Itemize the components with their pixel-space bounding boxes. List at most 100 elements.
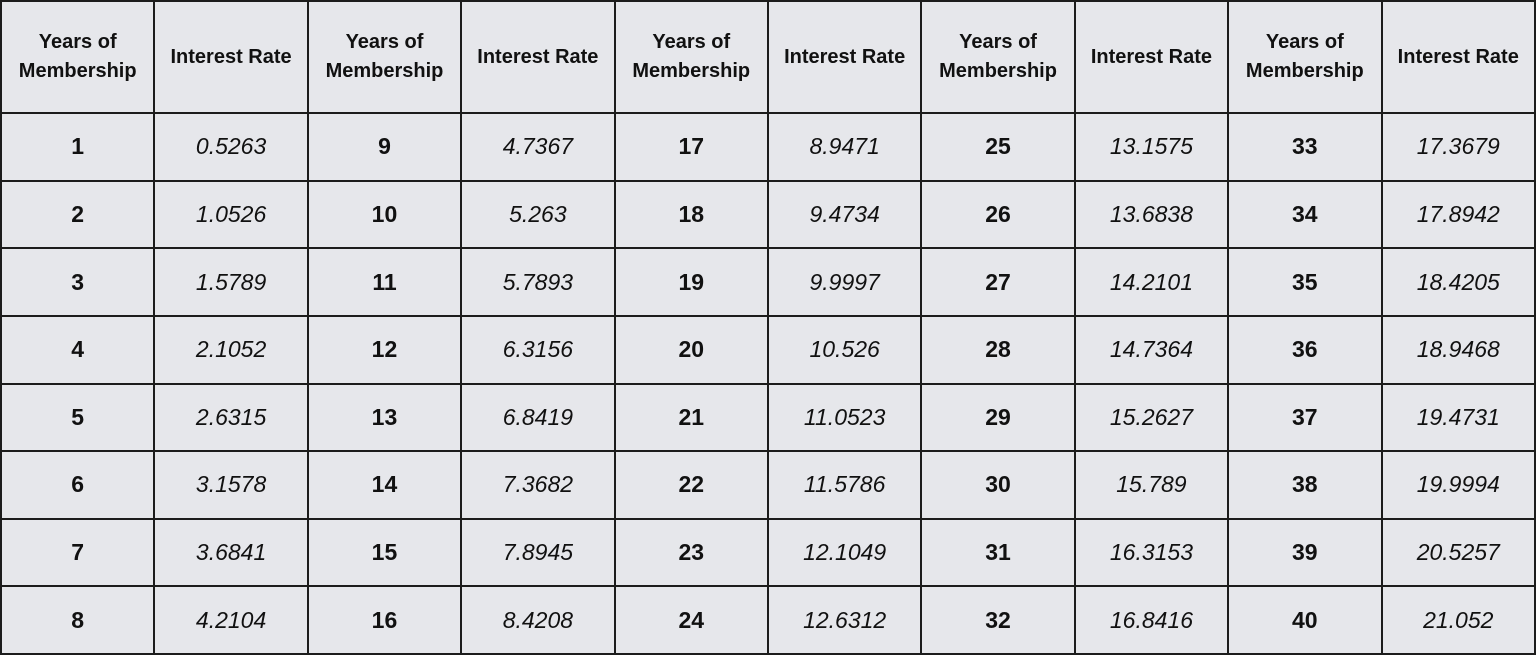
years-cell: 25 [920, 112, 1076, 182]
rate-cell: 15.2627 [1073, 382, 1230, 453]
years-cell: 33 [1227, 112, 1383, 182]
years-cell: 36 [1227, 314, 1383, 385]
years-cell: 39 [1227, 517, 1383, 588]
rate-cell: 15.789 [1073, 450, 1230, 520]
rate-cell: 11.5786 [766, 450, 923, 520]
rate-cell: 14.7364 [1073, 314, 1230, 385]
years-cell: 11 [306, 247, 463, 317]
table-row: 7 3.6841 15 7.8945 23 12.1049 31 16.3153 39 20.52… [0, 517, 1536, 588]
table-row: 3 1.5789 11 5.7893 19 9.9997 27 14.2101 35 18.420… [0, 247, 1536, 317]
years-cell: 9 [306, 112, 463, 182]
header-cell: Years of Membership [920, 0, 1076, 114]
table-row: 5 2.6315 13 6.8419 21 11.0523 29 15.2627 37 19.47… [0, 382, 1536, 453]
rate-cell: 9.4734 [766, 179, 923, 250]
years-cell: 2 [0, 179, 156, 250]
years-cell: 17 [613, 112, 769, 182]
table-body: 1 0.5263 9 4.7367 17 8.9471 25 13.1575 33 17.3679… [0, 112, 1536, 655]
years-cell: 22 [613, 450, 769, 520]
rate-cell: 7.3682 [460, 450, 616, 520]
table-row: 8 4.2104 16 8.4208 24 12.6312 32 16.8416 40 21.05… [0, 585, 1536, 655]
header-row: Years of Membership Interest Rate Years of… [0, 0, 1536, 114]
rate-cell: 0.5263 [153, 112, 309, 182]
rate-cell: 20.5257 [1380, 517, 1536, 588]
years-cell: 32 [920, 585, 1076, 655]
years-cell: 12 [306, 314, 463, 385]
years-cell: 26 [920, 179, 1076, 250]
years-cell: 24 [613, 585, 769, 655]
years-cell: 5 [0, 382, 156, 453]
years-cell: 30 [920, 450, 1076, 520]
header-cell: Years of Membership [0, 0, 156, 114]
rate-cell: 17.3679 [1380, 112, 1536, 182]
rate-cell: 3.1578 [153, 450, 309, 520]
rate-cell: 17.8942 [1380, 179, 1536, 250]
header-cell: Interest Rate [460, 0, 616, 114]
rate-cell: 16.8416 [1073, 585, 1230, 655]
years-cell: 27 [920, 247, 1076, 317]
rate-cell: 19.4731 [1380, 382, 1536, 453]
years-cell: 15 [306, 517, 463, 588]
table-row: 6 3.1578 14 7.3682 22 11.5786 30 15.789 38 19.999… [0, 450, 1536, 520]
years-cell: 29 [920, 382, 1076, 453]
header-cell: Interest Rate [1073, 0, 1230, 114]
table-row: 2 1.0526 10 5.263 18 9.4734 26 13.6838 34 17.8942 [0, 179, 1536, 250]
years-cell: 37 [1227, 382, 1383, 453]
years-cell: 13 [306, 382, 463, 453]
rate-cell: 18.4205 [1380, 247, 1536, 317]
header-cell: Interest Rate [766, 0, 923, 114]
rate-cell: 13.1575 [1073, 112, 1230, 182]
years-cell: 31 [920, 517, 1076, 588]
rate-cell: 2.6315 [153, 382, 309, 453]
rate-cell: 4.7367 [460, 112, 616, 182]
years-cell: 4 [0, 314, 156, 385]
years-cell: 18 [613, 179, 769, 250]
header-cell: Years of Membership [306, 0, 463, 114]
rate-cell: 5.7893 [460, 247, 616, 317]
years-cell: 28 [920, 314, 1076, 385]
rate-cell: 2.1052 [153, 314, 309, 385]
years-cell: 16 [306, 585, 463, 655]
header-cell: Years of Membership [613, 0, 769, 114]
years-cell: 10 [306, 179, 463, 250]
rate-cell: 11.0523 [766, 382, 923, 453]
years-cell: 35 [1227, 247, 1383, 317]
years-cell: 7 [0, 517, 156, 588]
years-cell: 40 [1227, 585, 1383, 655]
rate-cell: 13.6838 [1073, 179, 1230, 250]
years-cell: 8 [0, 585, 156, 655]
rate-cell: 4.2104 [153, 585, 309, 655]
rate-cell: 10.526 [766, 314, 923, 385]
rate-cell: 1.0526 [153, 179, 309, 250]
years-cell: 14 [306, 450, 463, 520]
table-row: 1 0.5263 9 4.7367 17 8.9471 25 13.1575 33 17.3679 [0, 112, 1536, 182]
rate-cell: 6.3156 [460, 314, 616, 385]
years-cell: 38 [1227, 450, 1383, 520]
years-cell: 34 [1227, 179, 1383, 250]
header-cell: Years of Membership [1227, 0, 1383, 114]
rate-cell: 8.4208 [460, 585, 616, 655]
rate-cell: 18.9468 [1380, 314, 1536, 385]
rate-cell: 8.9471 [766, 112, 923, 182]
rate-cell: 14.2101 [1073, 247, 1230, 317]
rate-cell: 9.9997 [766, 247, 923, 317]
years-cell: 21 [613, 382, 769, 453]
years-cell: 23 [613, 517, 769, 588]
years-cell: 1 [0, 112, 156, 182]
table-header: Years of Membership Interest Rate Years of… [0, 0, 1536, 114]
years-cell: 3 [0, 247, 156, 317]
years-cell: 6 [0, 450, 156, 520]
header-cell: Interest Rate [153, 0, 309, 114]
rate-cell: 16.3153 [1073, 517, 1230, 588]
rate-cell: 12.1049 [766, 517, 923, 588]
rate-cell: 21.052 [1380, 585, 1536, 655]
years-cell: 20 [613, 314, 769, 385]
rate-cell: 5.263 [460, 179, 616, 250]
rate-cell: 19.9994 [1380, 450, 1536, 520]
header-cell: Interest Rate [1380, 0, 1536, 114]
rate-cell: 7.8945 [460, 517, 616, 588]
table-row: 4 2.1052 12 6.3156 20 10.526 28 14.7364 36 18.946… [0, 314, 1536, 385]
rate-cell: 6.8419 [460, 382, 616, 453]
rate-cell: 1.5789 [153, 247, 309, 317]
